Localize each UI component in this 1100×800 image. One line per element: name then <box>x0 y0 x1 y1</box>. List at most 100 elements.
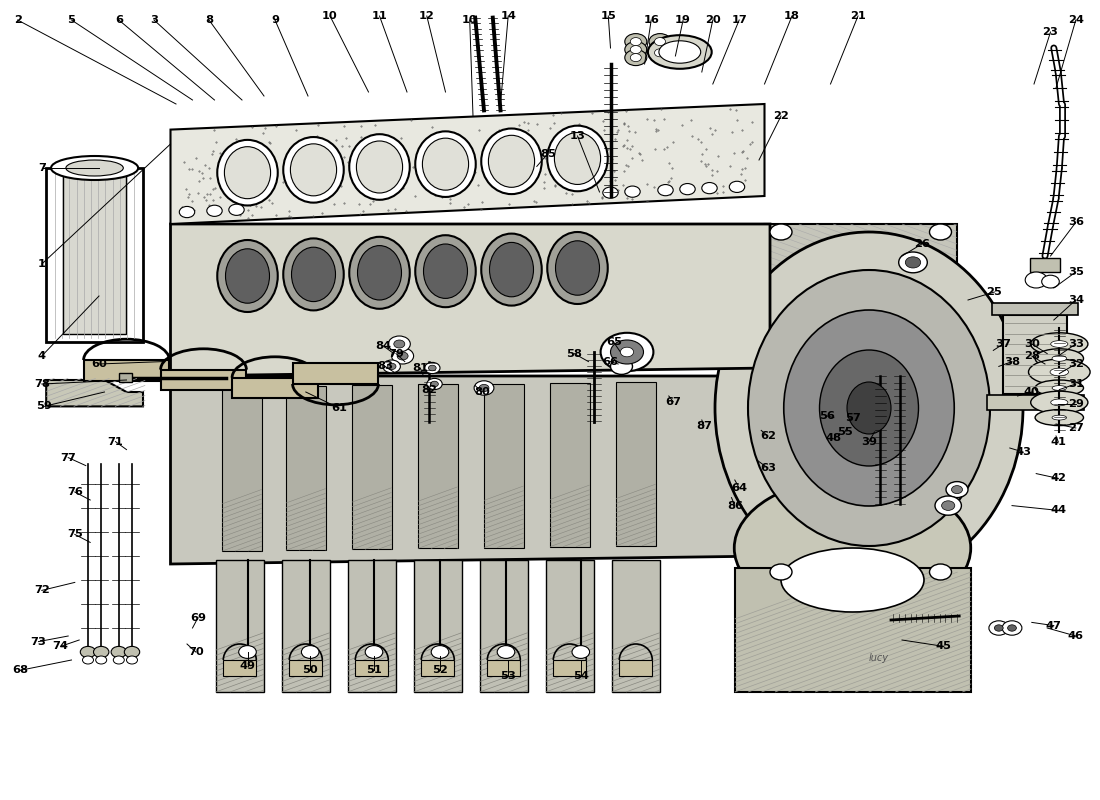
Circle shape <box>630 38 641 46</box>
Text: 9: 9 <box>271 15 279 25</box>
Text: 12: 12 <box>419 11 435 21</box>
Text: 84: 84 <box>375 341 390 350</box>
Text: 31: 31 <box>1068 379 1084 389</box>
Ellipse shape <box>847 382 891 434</box>
Ellipse shape <box>748 270 990 546</box>
Ellipse shape <box>292 247 336 302</box>
Ellipse shape <box>1031 391 1088 414</box>
FancyBboxPatch shape <box>546 560 594 692</box>
Text: 69: 69 <box>190 613 206 622</box>
Text: 37: 37 <box>996 339 1011 349</box>
Text: 43: 43 <box>1015 447 1031 457</box>
Text: 6: 6 <box>114 15 123 25</box>
Circle shape <box>649 45 671 61</box>
FancyBboxPatch shape <box>46 168 143 342</box>
Ellipse shape <box>218 240 277 312</box>
Ellipse shape <box>1028 359 1090 385</box>
FancyBboxPatch shape <box>293 363 378 384</box>
Circle shape <box>94 646 109 658</box>
Text: 39: 39 <box>861 437 877 446</box>
Text: 33: 33 <box>1068 339 1084 349</box>
Circle shape <box>680 183 695 194</box>
Ellipse shape <box>66 160 123 176</box>
Text: 3: 3 <box>150 15 158 25</box>
FancyBboxPatch shape <box>282 560 330 692</box>
FancyBboxPatch shape <box>348 560 396 692</box>
Polygon shape <box>170 376 770 564</box>
Circle shape <box>394 340 405 348</box>
Text: 80: 80 <box>474 387 490 397</box>
Text: 28: 28 <box>1024 351 1040 361</box>
Text: 10: 10 <box>462 15 477 25</box>
Text: 32: 32 <box>1068 359 1084 369</box>
Text: 61: 61 <box>331 403 346 413</box>
Text: 20: 20 <box>705 15 720 25</box>
Circle shape <box>124 646 140 658</box>
Circle shape <box>126 656 138 664</box>
Circle shape <box>994 625 1003 631</box>
Ellipse shape <box>1050 341 1068 347</box>
Text: 8: 8 <box>205 15 213 25</box>
Circle shape <box>82 656 94 664</box>
FancyBboxPatch shape <box>421 660 454 676</box>
Text: 46: 46 <box>1068 631 1084 641</box>
Circle shape <box>905 257 921 268</box>
Text: 82: 82 <box>421 386 437 395</box>
Ellipse shape <box>1035 380 1084 396</box>
Text: 74: 74 <box>53 642 68 651</box>
Text: 78: 78 <box>34 379 50 389</box>
Ellipse shape <box>416 131 476 197</box>
Circle shape <box>430 381 438 387</box>
FancyBboxPatch shape <box>992 303 1078 315</box>
Circle shape <box>365 646 383 658</box>
Circle shape <box>383 360 400 373</box>
Text: 83: 83 <box>377 362 393 371</box>
Text: lucy: lucy <box>869 653 889 662</box>
Circle shape <box>935 496 961 515</box>
Ellipse shape <box>424 244 468 298</box>
Text: 56: 56 <box>820 411 835 421</box>
FancyBboxPatch shape <box>414 560 462 692</box>
Text: eCatalogueParts: eCatalogueParts <box>292 389 808 443</box>
Text: 36: 36 <box>1068 218 1084 227</box>
FancyBboxPatch shape <box>232 378 318 398</box>
Text: 13: 13 <box>570 131 585 141</box>
Circle shape <box>1008 625 1016 631</box>
Ellipse shape <box>482 129 541 194</box>
FancyBboxPatch shape <box>619 660 652 676</box>
FancyBboxPatch shape <box>553 660 586 676</box>
Text: 85: 85 <box>540 149 556 158</box>
Text: 49: 49 <box>240 661 255 670</box>
Ellipse shape <box>290 144 337 196</box>
Circle shape <box>474 381 494 395</box>
Ellipse shape <box>1050 368 1068 376</box>
Circle shape <box>229 204 244 215</box>
Polygon shape <box>170 224 770 376</box>
Circle shape <box>572 646 590 658</box>
Text: 45: 45 <box>936 642 952 651</box>
FancyBboxPatch shape <box>616 382 656 546</box>
Circle shape <box>1042 275 1059 288</box>
Circle shape <box>649 34 671 50</box>
Circle shape <box>625 186 640 198</box>
Text: 72: 72 <box>34 586 50 595</box>
Text: 67: 67 <box>666 397 681 406</box>
Circle shape <box>620 347 634 357</box>
Ellipse shape <box>416 235 476 307</box>
Circle shape <box>431 646 449 658</box>
Circle shape <box>427 378 442 390</box>
Ellipse shape <box>284 238 343 310</box>
Circle shape <box>989 621 1009 635</box>
Text: 1: 1 <box>37 259 46 269</box>
Ellipse shape <box>1052 386 1067 390</box>
Circle shape <box>610 358 632 374</box>
Ellipse shape <box>1050 399 1068 406</box>
Text: 24: 24 <box>1068 15 1084 25</box>
Text: 50: 50 <box>302 666 318 675</box>
Ellipse shape <box>218 140 277 206</box>
Text: 44: 44 <box>1050 506 1066 515</box>
Ellipse shape <box>356 141 403 193</box>
Circle shape <box>601 333 653 371</box>
Circle shape <box>658 185 673 196</box>
Polygon shape <box>46 380 143 406</box>
